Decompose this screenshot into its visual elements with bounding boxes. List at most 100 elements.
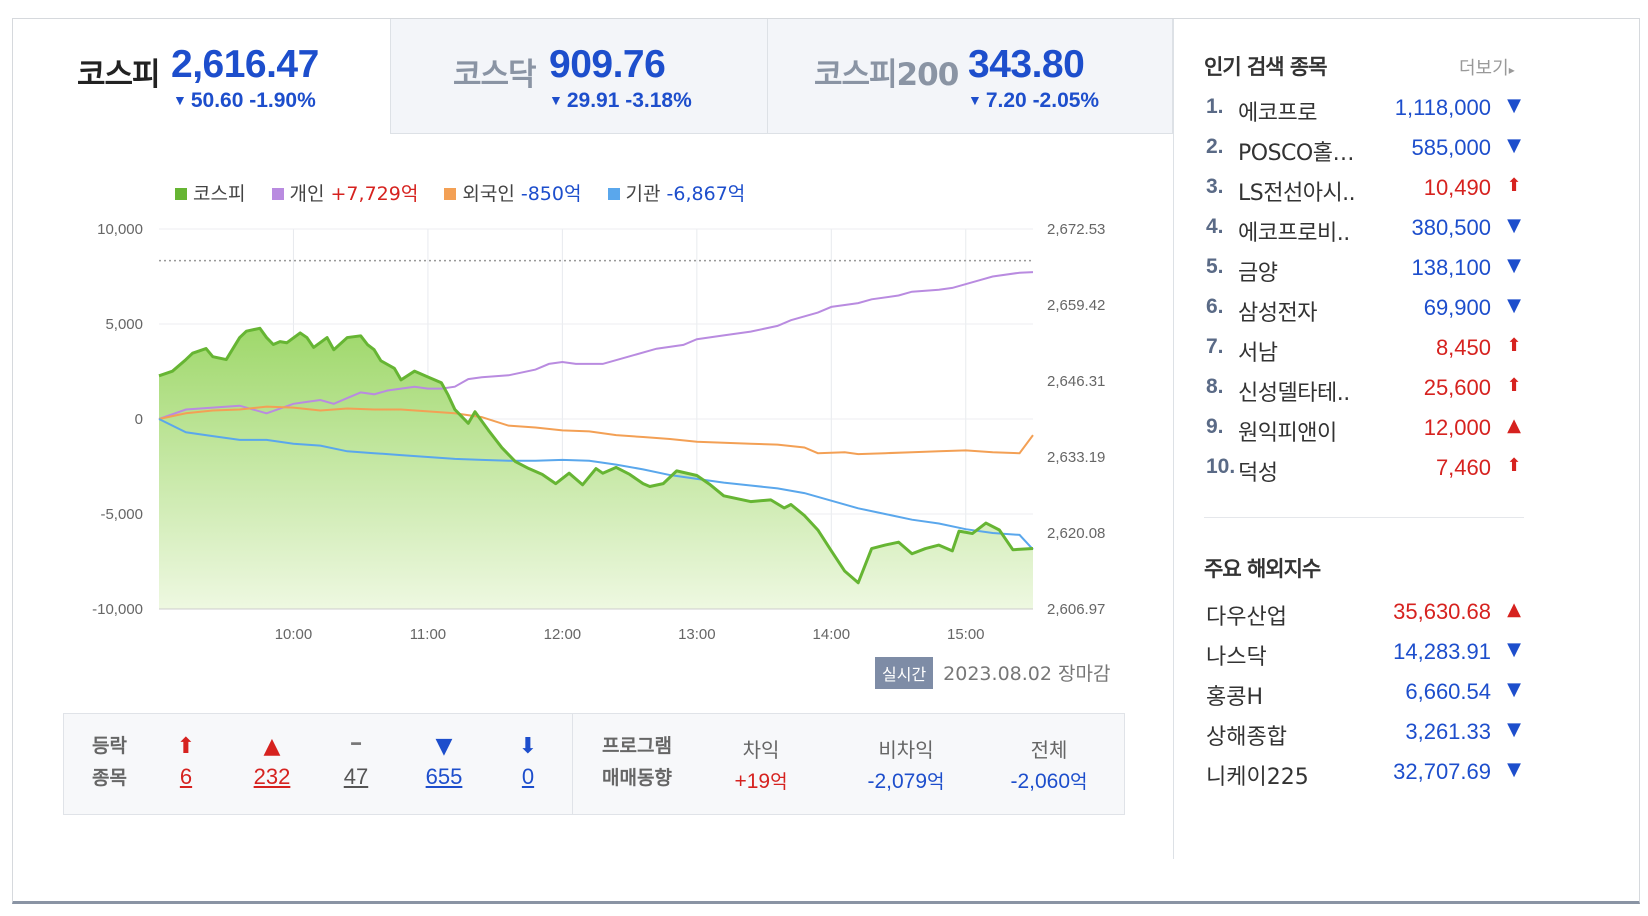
program-item-value: -2,079억	[836, 767, 976, 794]
index-name: 다우산업	[1206, 605, 1287, 630]
breadth-count-link[interactable]: 0	[521, 764, 535, 789]
popular-title: 인기 검색 종목	[1204, 55, 1328, 79]
legend-kospi[interactable]: 코스피	[175, 179, 245, 206]
popular-stock-row[interactable]: 6. 삼성전자 69,900 ▼	[1206, 295, 1526, 335]
breadth-label-line1: 등락	[92, 735, 127, 757]
more-label: 더보기	[1459, 58, 1509, 79]
program-item-title: 비차익	[878, 738, 934, 762]
stock-name: 에코프로비..	[1238, 221, 1350, 246]
program-value-number: -2,079	[867, 770, 928, 793]
index-name: 니케이225	[1206, 765, 1309, 790]
world-index-row[interactable]: 다우산업 35,630.68 ▲	[1206, 599, 1526, 639]
market-widget: 코스피 2,616.47 ▼ 50.60 -1.90% 코스닥 909.76 ▼ 2…	[12, 18, 1640, 904]
legend-institution[interactable]: 기관 -6,867억	[607, 179, 745, 206]
stock-name: POSCO홀…	[1238, 141, 1354, 166]
tab-kosdaq[interactable]: 코스닥 909.76 ▼ 29.91 -3.18%	[391, 19, 768, 134]
y-right-tick-label: 2,633.19	[1047, 449, 1105, 466]
popular-stock-row[interactable]: 1. 에코프로 1,118,000 ▼	[1206, 95, 1526, 135]
market-status: 장마감	[1058, 663, 1111, 685]
legend-institution-swatch	[607, 188, 620, 200]
up-arrow-icon: ⬆	[1506, 375, 1522, 396]
tab-kospi200-name: 코스피200	[814, 57, 959, 93]
index-name: 나스닥	[1206, 645, 1267, 670]
program-item-value: +19억	[691, 767, 831, 794]
down-triangle-icon: ▼	[1507, 719, 1521, 740]
legend-foreign-swatch	[444, 188, 457, 200]
popular-stock-row[interactable]: 3. LS전선아시.. 10,490 ⬆	[1206, 175, 1526, 215]
stock-price: 12,000	[1423, 415, 1491, 440]
kospi-line	[158, 326, 1034, 585]
tab-kospi200[interactable]: 코스피200 343.80 ▼ 7.20 -2.05%	[768, 19, 1173, 134]
popular-stock-row[interactable]: 8. 신성델타테.. 25,600 ⬆	[1206, 375, 1526, 415]
down-triangle-icon: ▼	[1507, 759, 1521, 780]
program-item-value: -2,060억	[979, 767, 1119, 794]
stock-rank: 8.	[1206, 375, 1224, 398]
world-indices-title: 주요 해외지수	[1204, 557, 1321, 581]
down-triangle-icon: ▼	[549, 92, 563, 108]
legend-individual[interactable]: 개인 +7,729억	[271, 179, 418, 206]
up-arrow-icon: ⬆	[1506, 335, 1522, 356]
tab-kospi-name: 코스피	[77, 57, 161, 93]
foreign-line	[158, 405, 1034, 456]
stock-price: 1,118,000	[1394, 95, 1491, 120]
stock-rank: 7.	[1206, 335, 1224, 358]
popular-stock-row[interactable]: 4. 에코프로비.. 380,500 ▼	[1206, 215, 1526, 255]
intraday-chart: 10,000 5,000 0 -5,000 -10,000 2,672.53 2,659.4…	[92, 221, 1105, 643]
down-triangle-icon: ▼	[435, 734, 453, 759]
breadth-label-line2: 종목	[92, 767, 127, 789]
more-link[interactable]: 더보기▸	[1459, 54, 1515, 80]
section-divider	[1204, 517, 1524, 518]
world-index-row[interactable]: 상해종합 3,261.33 ▼	[1206, 719, 1526, 759]
realtime-badge[interactable]: 실시간	[875, 657, 934, 689]
popular-stock-row[interactable]: 9. 원익피앤이 12,000 ▲	[1206, 415, 1526, 455]
legend-foreign[interactable]: 외국인 -850억	[444, 179, 581, 206]
y-left-tick-label: 10,000	[97, 221, 143, 238]
individual-line	[158, 271, 1034, 420]
legend-institution-label: 기관	[625, 183, 661, 205]
breadth-count-link[interactable]: 47	[343, 764, 369, 789]
breadth-count-link[interactable]: 6	[179, 764, 193, 789]
tab-kospi200-value: 343.80	[968, 43, 1085, 86]
program-value-number: -2,060	[1010, 770, 1071, 793]
tab-kospi-value: 2,616.47	[171, 43, 319, 86]
popular-stock-row[interactable]: 7. 서남 8,450 ⬆	[1206, 335, 1526, 375]
y-left-tick-label: -5,000	[100, 506, 143, 523]
up-triangle-icon: ▲	[263, 734, 281, 759]
up-arrow-icon: ⬆	[1506, 175, 1522, 196]
tab-kospi[interactable]: 코스피 2,616.47 ▼ 50.60 -1.90%	[13, 19, 391, 134]
legend-foreign-label: 외국인	[462, 183, 515, 205]
popular-stock-row[interactable]: 10. 덕성 7,460 ⬆	[1206, 455, 1526, 495]
stock-rank: 9.	[1206, 415, 1224, 438]
program-label-line1: 프로그램	[602, 735, 672, 757]
index-value: 3,261.33	[1405, 719, 1491, 744]
double-down-arrow-icon: ⬇	[518, 734, 538, 759]
right-panel: 인기 검색 종목 더보기▸ 1. 에코프로 1,118,000 ▼ 2. POSCO홀… 5…	[1173, 19, 1640, 859]
stock-name: 금양	[1238, 261, 1278, 286]
program-value-unit: 억	[1070, 771, 1088, 793]
breadth-count-link[interactable]: 232	[253, 764, 291, 789]
x-tick-label: 12:00	[544, 626, 582, 643]
y-right-tick-label: 2,620.08	[1047, 525, 1105, 542]
world-index-row[interactable]: 니케이225 32,707.69 ▼	[1206, 759, 1526, 799]
realtime-status: 실시간 2023.08.02 장마감	[875, 657, 1110, 689]
y-right-tick-label: 2,672.53	[1047, 221, 1105, 238]
x-tick-label: 11:00	[410, 626, 446, 643]
realtime-date: 2023.08.02	[943, 663, 1052, 685]
breadth-count-link[interactable]: 655	[425, 764, 463, 789]
index-value: 32,707.69	[1393, 759, 1491, 784]
program-value-number: +19	[734, 770, 771, 793]
y-left-tick-label: -10,000	[92, 601, 143, 618]
stock-rank: 3.	[1206, 175, 1224, 198]
program-item-title: 전체	[1030, 738, 1068, 762]
down-triangle-icon: ▼	[1507, 95, 1521, 116]
tab-kosdaq-change-text: 29.91 -3.18%	[566, 89, 692, 112]
popular-stock-row[interactable]: 2. POSCO홀… 585,000 ▼	[1206, 135, 1526, 175]
flat-dash-icon: ━	[351, 734, 361, 753]
stock-name: 신성델타테..	[1238, 381, 1350, 406]
stock-rank: 4.	[1206, 215, 1224, 238]
world-index-row[interactable]: 홍콩H 6,660.54 ▼	[1206, 679, 1526, 719]
world-index-row[interactable]: 나스닥 14,283.91 ▼	[1206, 639, 1526, 679]
popular-stock-row[interactable]: 5. 금양 138,100 ▼	[1206, 255, 1526, 295]
tab-kospi-change: ▼ 50.60 -1.90%	[173, 89, 316, 113]
legend-kospi-swatch	[175, 188, 187, 200]
